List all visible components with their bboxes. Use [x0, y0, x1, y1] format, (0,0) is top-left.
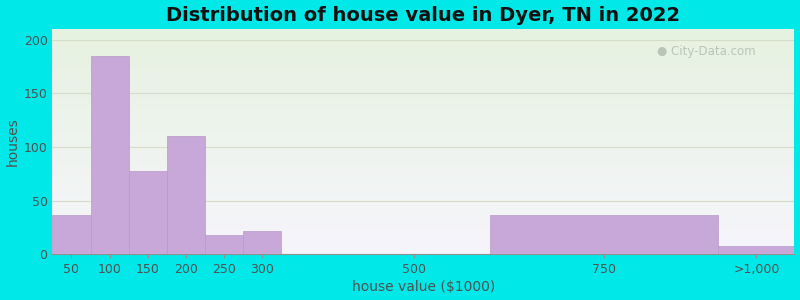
Text: ● City-Data.com: ● City-Data.com: [657, 45, 756, 58]
Y-axis label: houses: houses: [6, 117, 19, 166]
Bar: [490, 214, 718, 254]
Bar: [242, 231, 281, 254]
Bar: [166, 136, 205, 254]
Bar: [129, 170, 166, 254]
Bar: [53, 214, 90, 254]
Bar: [718, 246, 794, 254]
Bar: [90, 56, 129, 254]
X-axis label: house value ($1000): house value ($1000): [352, 280, 495, 294]
Title: Distribution of house value in Dyer, TN in 2022: Distribution of house value in Dyer, TN …: [166, 6, 681, 25]
Bar: [205, 235, 242, 254]
